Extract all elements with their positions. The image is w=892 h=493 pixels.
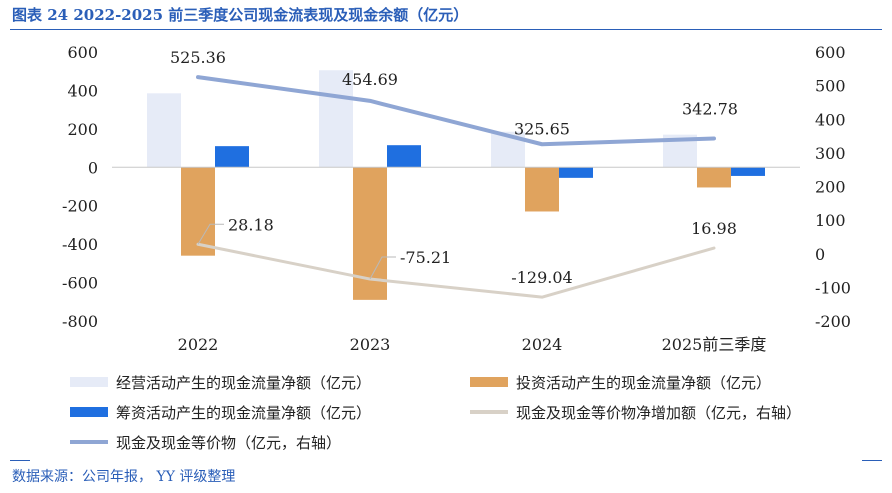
left-axis-tick-0: 600 <box>67 43 98 62</box>
right-axis-tick-0: 600 <box>815 43 846 62</box>
left-axis-tick-7: -800 <box>62 312 98 331</box>
right-axis-tick-7: -100 <box>815 278 851 297</box>
category-label-1: 2023 <box>350 335 391 354</box>
legend-label-3: 现金及现金等价物净增加额（亿元，右轴） <box>516 404 801 422</box>
category-label-2: 2024 <box>522 335 563 354</box>
bar-s2-2022 <box>215 146 249 168</box>
bar-s1-2025前三季度 <box>697 167 731 188</box>
bar-series <box>147 70 765 300</box>
category-labels: 2022 2023 2024 2025前三季度 <box>178 335 767 354</box>
left-axis-tick-4: -200 <box>62 197 98 216</box>
right-axis-tick-4: 200 <box>815 178 846 197</box>
right-axis-tick-1: 500 <box>815 77 846 96</box>
legend-label-0: 经营活动产生的现金流量净额（亿元） <box>116 374 371 392</box>
left-axis-ticks: 600 400 200 0 -200 -400 -600 -800 <box>62 43 98 331</box>
net-change-label-2: -129.04 <box>511 268 572 287</box>
legend-swatch-1 <box>470 377 508 387</box>
net-change-label-3: 16.98 <box>691 219 737 238</box>
legend-swatch-2 <box>70 407 108 417</box>
left-axis-tick-1: 400 <box>67 81 98 100</box>
line-series-1 <box>196 75 716 147</box>
bar-s0-2023 <box>319 70 353 168</box>
legend-swatch-0 <box>70 377 108 387</box>
source-note: 数据来源：公司年报， YY 评级整理 <box>12 469 236 485</box>
right-axis-tick-5: 100 <box>815 211 846 230</box>
line-series-0 <box>196 242 716 299</box>
bar-s2-2025前三季度 <box>731 167 765 176</box>
title-divider <box>10 29 882 30</box>
net-change-label-0: 28.18 <box>228 215 274 234</box>
right-axis-tick-6: 0 <box>815 245 825 264</box>
category-label-3: 2025前三季度 <box>662 335 767 354</box>
legend-label-2: 筹资活动产生的现金流量净额（亿元） <box>116 404 371 422</box>
footer-divider-left <box>10 460 30 461</box>
left-axis-tick-5: -400 <box>62 235 98 254</box>
net-change-leader-1 <box>369 256 396 280</box>
right-axis-tick-8: -200 <box>815 312 851 331</box>
right-axis-ticks: 600 500 400 300 200 100 0 -100 -200 <box>815 43 851 331</box>
bar-s1-2024 <box>525 167 559 212</box>
cash-balance-label-3: 342.78 <box>682 99 738 118</box>
chart-title: 图表 24 2022-2025 前三季度公司现金流表现及现金余额（亿元） <box>12 6 469 24</box>
bar-s1-2022 <box>181 167 215 256</box>
bar-s0-2022 <box>147 93 181 168</box>
cash-balance-label-2: 325.65 <box>514 119 570 138</box>
left-axis-tick-3: 0 <box>88 158 98 177</box>
legend-label-4: 现金及现金等价物（亿元，右轴） <box>116 434 341 452</box>
bar-s2-2023 <box>387 145 421 168</box>
net-change-label-1: -75.21 <box>400 248 451 267</box>
footer-divider-right <box>862 460 882 461</box>
cash-balance-label-0: 525.36 <box>170 48 226 67</box>
left-axis-tick-6: -600 <box>62 274 98 293</box>
legend-label-1: 投资活动产生的现金流量净额（亿元） <box>516 374 771 392</box>
left-axis-tick-2: 200 <box>67 120 98 139</box>
data-labels: 525.36 454.69 325.65 342.78 28.18 -75.21 -129.… <box>170 48 738 287</box>
right-axis-tick-3: 300 <box>815 144 846 163</box>
net-change-leader-0 <box>197 223 224 245</box>
cash-balance-label-1: 454.69 <box>342 70 398 89</box>
category-label-0: 2022 <box>178 335 219 354</box>
line-series <box>196 75 716 299</box>
right-axis-tick-2: 400 <box>815 110 846 129</box>
bar-s2-2024 <box>559 167 593 178</box>
legend: 经营活动产生的现金流量净额（亿元） 投资活动产生的现金流量净额（亿元） 筹资活动产生… <box>70 374 801 452</box>
